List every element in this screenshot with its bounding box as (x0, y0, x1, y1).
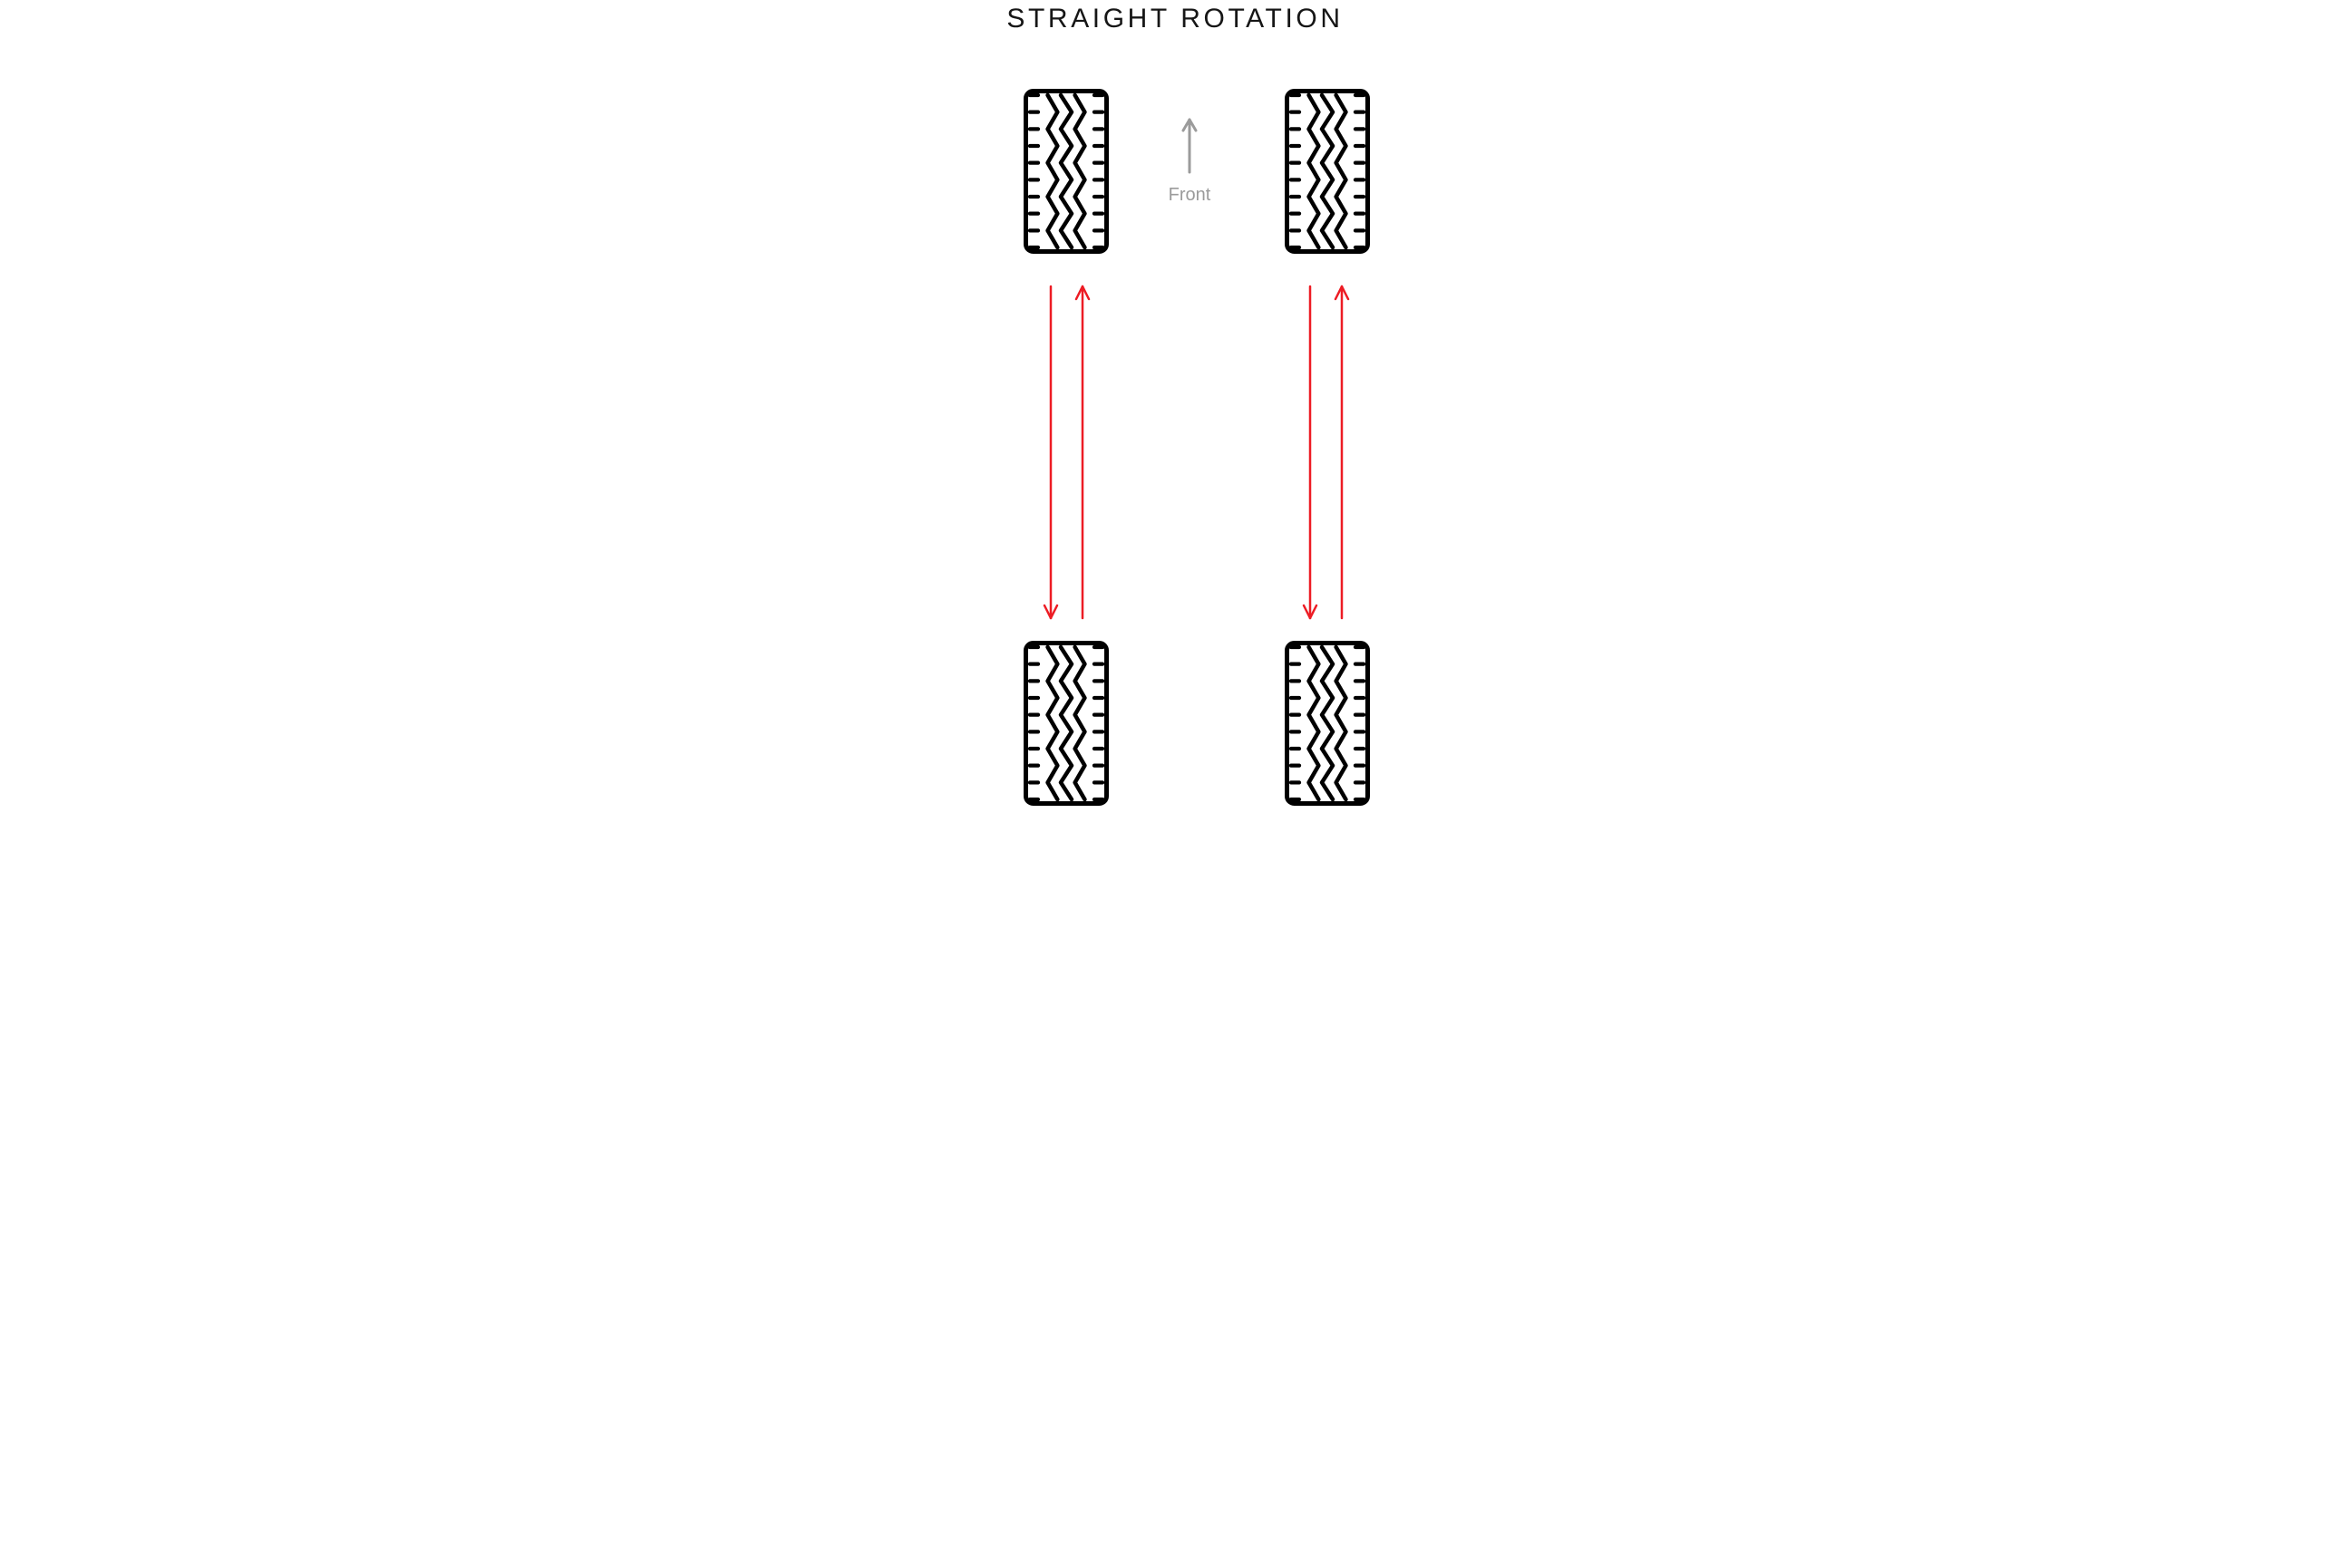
tire-front-left (1024, 89, 1109, 254)
diagram-canvas: STRAIGHT ROTATION Front (588, 0, 1762, 784)
tire-rear-right (1285, 641, 1370, 806)
tire-rear-left (1024, 641, 1109, 806)
arrows-layer (588, 0, 1762, 784)
tire-front-right (1285, 89, 1370, 254)
